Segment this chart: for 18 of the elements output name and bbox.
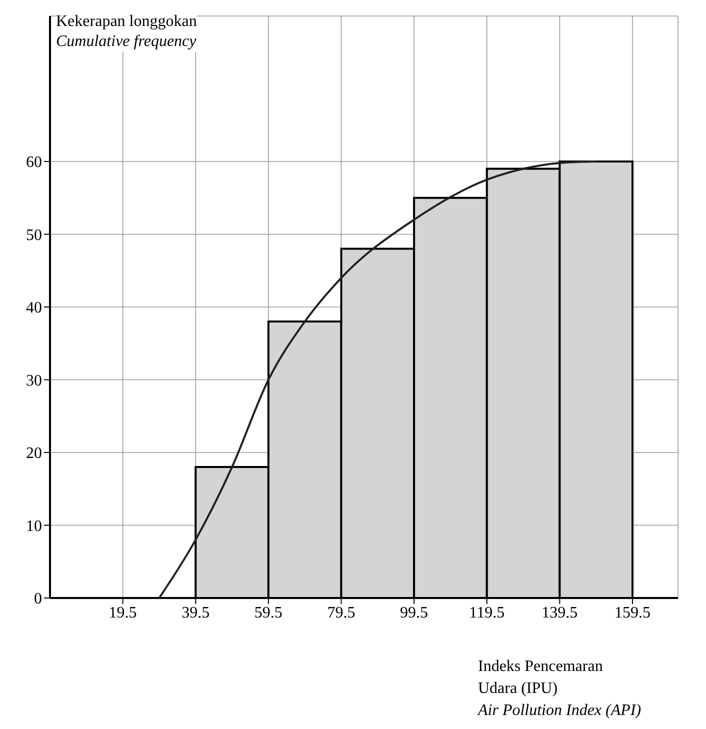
y-axis-title: Kekerapan longgokan Cumulative frequency xyxy=(56,12,197,52)
x-tick-label: 139.5 xyxy=(542,604,578,622)
line-series xyxy=(158,160,598,598)
y-tick-label: 60 xyxy=(26,154,42,172)
x-tick-label: 39.5 xyxy=(182,604,210,622)
x-tick-label: 19.5 xyxy=(108,604,137,622)
x-tick-label: 99.5 xyxy=(400,604,428,622)
y-tick-label: 40 xyxy=(26,300,42,317)
y-tick-label: 50 xyxy=(26,226,42,244)
x-tick-label: 159.5 xyxy=(614,604,650,622)
y-tick-label: 0 xyxy=(34,590,42,608)
y-tick-label: 10 xyxy=(26,518,42,535)
x-axis-title: Indeks Pencemaran Udara (IPU) Air Pollution Index (API) xyxy=(478,657,642,721)
x-tick-label: 119.5 xyxy=(469,604,505,622)
y-tick-label: 20 xyxy=(26,445,42,462)
y-tick-label: 30 xyxy=(26,372,42,390)
x-tick-label: 79.5 xyxy=(327,604,356,622)
x-tick-label: 59.5 xyxy=(254,604,282,622)
